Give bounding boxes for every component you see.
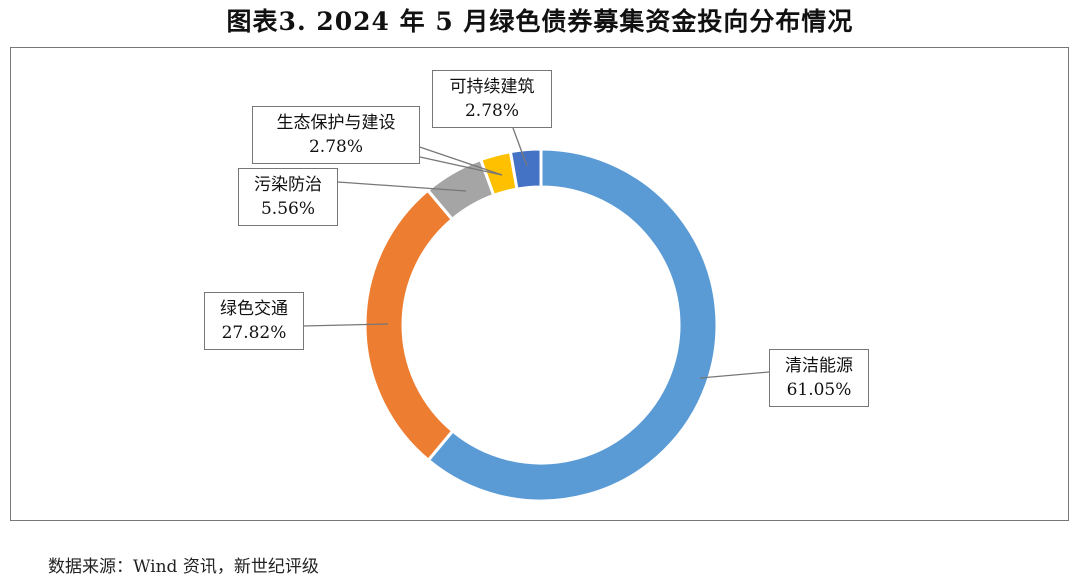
label-name: 可持续建筑 [449,77,535,97]
label-value: 5.56% [260,199,315,219]
leader-line-pollution [337,181,467,192]
donut-slice-4 [508,147,543,191]
label-value: 61.05% [786,380,852,400]
source-note: 数据来源：Wind 资讯，新世纪评级 [48,557,319,577]
chart-frame [10,47,1069,521]
label-value: 2.78% [464,101,519,121]
label-name: 绿色交通 [220,299,288,319]
label-ecology: 生态保护与建设 2.78% [252,106,420,164]
label-name: 生态保护与建设 [276,113,396,133]
label-green-transport: 绿色交通 27.82% [204,292,304,350]
label-name: 污染防治 [254,175,322,195]
label-value: 2.78% [308,137,363,157]
leader-line-ecology-2 [419,156,503,176]
label-value: 27.82% [221,323,287,343]
label-name: 清洁能源 [785,356,853,376]
leader-line-clean-energy [699,371,770,379]
leader-line-sustainable-building [512,127,528,167]
label-pollution: 污染防治 5.56% [238,168,338,226]
label-sustainable-building: 可持续建筑 2.78% [432,70,552,128]
donut-slice-1 [363,188,455,463]
leader-line-ecology [404,141,503,176]
chart-title: 图表3. 2024 年 5 月绿色债券募集资金投向分布情况 [226,7,854,36]
label-clean-energy: 清洁能源 61.05% [769,349,869,407]
donut-slice-0 [426,147,719,503]
leader-line-green-transport [302,323,389,327]
